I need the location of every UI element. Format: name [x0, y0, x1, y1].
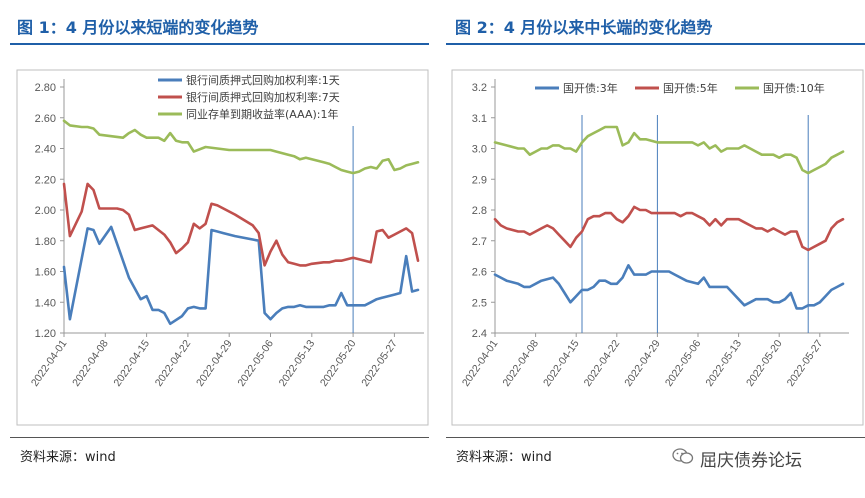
y-tick-label: 2.8	[472, 205, 487, 217]
y-tick-label: 2.00	[35, 205, 56, 217]
legend-label-3: 同业存单到期收益率(AAA):1年	[186, 107, 338, 121]
legend-label-1: 国开债:3年	[563, 81, 618, 95]
figure-2-title-rule	[446, 43, 865, 45]
chart-frame	[16, 69, 429, 426]
figure-1-source-rule	[10, 437, 429, 438]
series-line-3	[62, 119, 420, 175]
short-end-rates-chart: 1.201.401.601.802.002.202.402.602.802022…	[16, 69, 429, 426]
y-tick-label: 2.40	[35, 144, 56, 156]
series-line-3	[493, 125, 845, 175]
watermark-text: 屈庆债券论坛	[700, 451, 802, 471]
series-line-1	[493, 263, 845, 310]
figure-2-title: 图 2：4 月份以来中长端的变化趋势	[455, 18, 713, 37]
y-tick-label: 2.9	[472, 174, 487, 186]
y-tick-label: 2.20	[35, 174, 56, 186]
y-tick-label: 3.2	[472, 82, 487, 94]
legend-label-2: 银行间质押式回购加权利率:7天	[186, 90, 340, 104]
watermark: 屈庆债券论坛	[672, 446, 802, 471]
legend-label-3: 国开债:10年	[763, 81, 825, 95]
series-line-1	[62, 225, 420, 326]
y-tick-label: 2.4	[472, 328, 487, 340]
figure-2-source-rule	[446, 437, 865, 438]
series-line-2	[62, 182, 420, 267]
y-tick-label: 2.6	[472, 267, 487, 279]
y-tick-label: 1.40	[35, 297, 56, 309]
series-line-2	[493, 205, 845, 252]
y-tick-label: 2.80	[35, 82, 56, 94]
y-tick-label: 3.0	[472, 144, 487, 156]
wechat-icon	[672, 447, 694, 470]
y-tick-label: 3.1	[472, 113, 487, 125]
figure-2-source: 资料来源：wind	[456, 450, 552, 465]
legend-label-1: 银行间质押式回购加权利率:1天	[186, 73, 340, 87]
figure-1-source: 资料来源：wind	[20, 450, 116, 465]
legend-label-2: 国开债:5年	[663, 81, 718, 95]
y-tick-label: 1.20	[35, 328, 56, 340]
y-tick-label: 2.5	[472, 297, 487, 309]
figure-1-title: 图 1：4 月份以来短端的变化趋势	[17, 18, 259, 37]
y-tick-label: 2.60	[35, 113, 56, 125]
figure-1-title-rule	[10, 43, 429, 45]
y-tick-label: 2.7	[472, 236, 487, 248]
y-tick-label: 1.60	[35, 267, 56, 279]
y-tick-label: 1.80	[35, 236, 56, 248]
